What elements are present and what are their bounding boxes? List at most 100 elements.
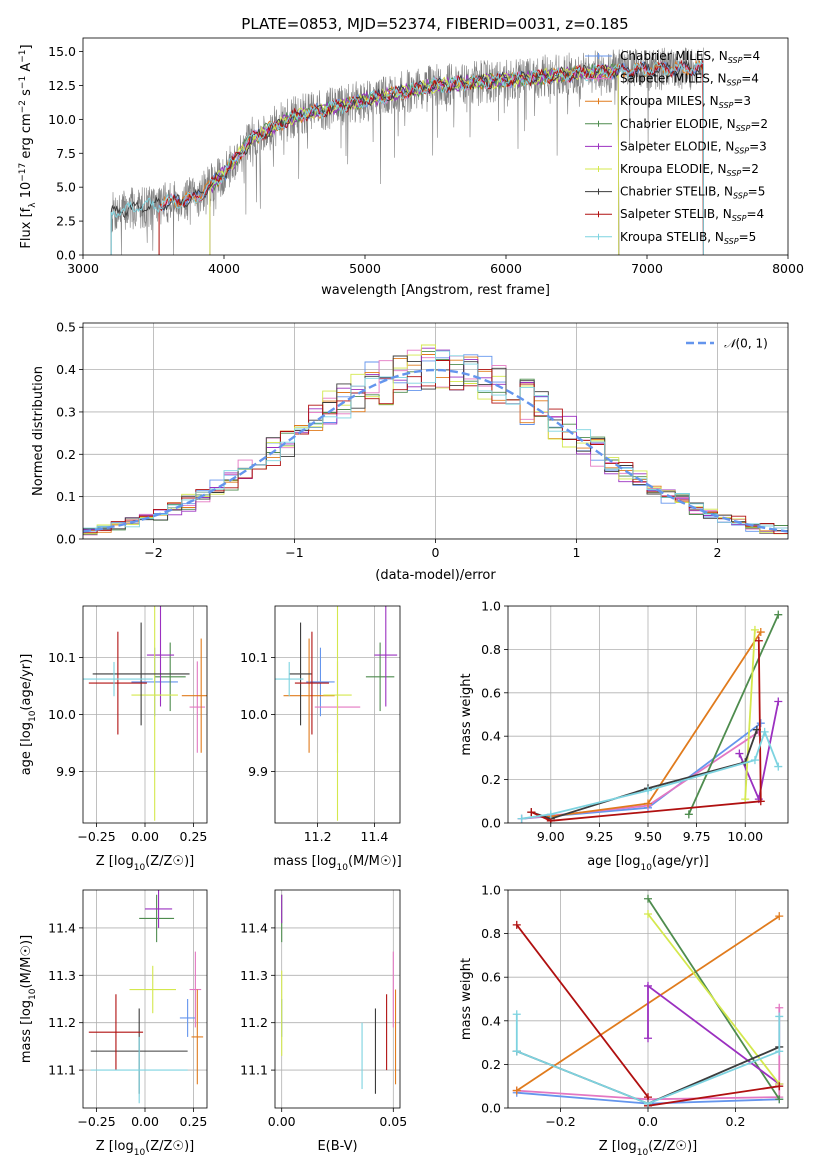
y-tick-label: 11.3 (240, 968, 268, 983)
y-tick-label: 0.1 (56, 489, 76, 504)
axes-frame (82, 37, 789, 256)
model-spectrum-chabrier-stelib (110, 60, 704, 255)
weight-point (760, 727, 769, 736)
y-tick-label: 0.4 (56, 362, 76, 377)
y-tick-label: 1.0 (481, 599, 501, 614)
y-tick-label: 12.5 (48, 78, 76, 93)
y-axis-label: mass [log10(M/M☉)] (19, 935, 38, 1063)
y-axis-label: mass weight (459, 673, 474, 755)
weight-point (750, 625, 759, 634)
y-tick-label: 11.4 (240, 920, 268, 935)
x-tick-label: 9.75 (683, 829, 711, 844)
x-tick-label: 10.00 (727, 829, 763, 844)
weight-point (644, 909, 652, 918)
x-axis-label: age [log10(age/yr)] (587, 854, 709, 873)
y-tick-label: 7.5 (56, 146, 76, 161)
legend-label-normal: 𝒩(0, 1) (724, 337, 768, 351)
plot-area-spectrum (110, 47, 704, 255)
y-axis-label: Flux [fλ 10−17 erg cm−2 s−1 A−1] (18, 44, 38, 248)
weight-series-salpeter-stelib (527, 636, 765, 823)
y-tick-label: 2.5 (56, 214, 76, 229)
errorbar-kroupa-stelib (83, 661, 153, 697)
errorbar-chabrier-elodie (139, 894, 175, 943)
y-tick-label: 0.8 (481, 926, 501, 941)
x-axis-label: E(B-V) (317, 1139, 357, 1154)
x-tick-label: 0.2 (726, 1114, 746, 1129)
y-tick-label: 9.9 (248, 764, 268, 779)
y-tick-label: 10.0 (48, 707, 76, 722)
errorbar-kroupa-miles (191, 989, 204, 1085)
weight-point (741, 795, 750, 804)
x-tick-label: 8000 (772, 261, 804, 276)
panel-spectrum: 3000 4000 5000 6000 7000 8000 0.0 2.5 5.0 7.5 10.0… (18, 37, 804, 298)
legend-label-salpeter-stelib: Salpeter STELIB, NSSP=4 (620, 207, 764, 223)
y-tick-label: 1.0 (481, 883, 501, 898)
x-tick-label: −2 (144, 545, 162, 560)
weight-point (775, 1082, 784, 1091)
y-tick-label: 11.3 (48, 968, 76, 983)
y-tick-label: 0.0 (481, 1101, 501, 1116)
plot-area-mass_vs_Z (83, 890, 207, 1108)
weight-point (512, 1047, 521, 1056)
x-axis-label: wavelength [Angstrom, rest frame] (321, 283, 550, 298)
panel-age_vs_Z: −0.25 0.00 0.25 9.9 10.0 10.1 Z [log10(Z/Z☉)] a… (19, 605, 208, 873)
x-axis-label: Z [log10(Z/Z☉)] (96, 854, 194, 873)
x-tick-label: 9.00 (537, 829, 565, 844)
legend-label-kroupa-miles: Kroupa MILES, NSSP=3 (620, 94, 751, 110)
y-tick-label: 9.9 (56, 764, 76, 779)
x-tick-label: 0.05 (379, 1114, 407, 1129)
x-tick-label: 0.00 (268, 1114, 296, 1129)
errorbar-kroupa-stelib (90, 1036, 188, 1104)
weight-point (644, 1034, 652, 1043)
residual-legend: 𝒩(0, 1) (686, 337, 768, 351)
legend-label-salpeter-elodie: Salpeter ELODIE, NSSP=3 (620, 139, 767, 155)
errorbar-kroupa-elodie (129, 965, 176, 1014)
y-axis-label: mass weight (459, 958, 474, 1040)
weight-point (512, 1010, 521, 1019)
x-tick-label: 0 (432, 545, 440, 560)
x-axis-label: Z [log10(Z/Z☉)] (96, 1139, 194, 1158)
panel-mass_vs_Z: −0.25 0.00 0.25 11.1 11.2 11.3 11.4 Z [log10(Z/… (19, 889, 208, 1158)
errorbar-salpeter-elodie (146, 606, 175, 707)
observed-spectrum (110, 47, 704, 255)
x-tick-label: −0.25 (77, 1114, 115, 1129)
weight-point (750, 756, 759, 765)
y-tick-label: 11.2 (48, 1015, 76, 1030)
plot-area-weight_vs_Z (508, 890, 788, 1108)
weight-series-kroupa-stelib (517, 727, 783, 823)
weight-point (644, 981, 652, 990)
errorbar-salpeter-stelib (88, 631, 147, 735)
x-tick-label: −0.25 (77, 829, 115, 844)
weight-series-kroupa-stelib (512, 1010, 784, 1108)
weight-point (684, 810, 693, 819)
errorbar-kroupa-stelib (275, 661, 304, 697)
errorbar-kroupa-miles (181, 638, 207, 753)
x-tick-label: 3000 (67, 261, 99, 276)
legend-label-chabrier-elodie: Chabrier ELODIE, NSSP=2 (620, 117, 768, 133)
x-axis-label: Z [log10(Z/Z☉)] (599, 1139, 697, 1158)
panel-weight_vs_Z: −0.2 0.0 0.2 0.0 0.2 0.4 0.6 0.8 1.0 Z [log10(Z/Z… (459, 883, 789, 1158)
legend-label-salpeter-miles: Salpeter MILES, NSSP=4 (620, 72, 759, 88)
y-tick-label: 0.0 (481, 816, 501, 831)
x-tick-label: 0.25 (180, 829, 208, 844)
spectrum-legend: Chabrier MILES, NSSP=4 Salpeter MILES, NS… (585, 49, 768, 246)
weight-line (687, 614, 780, 815)
axes-frame (507, 889, 789, 1109)
legend-label-kroupa-stelib: Kroupa STELIB, NSSP=5 (620, 230, 756, 246)
axes-frame (82, 605, 208, 824)
x-tick-label: 2 (714, 545, 722, 560)
x-tick-label: 9.50 (634, 829, 662, 844)
y-tick-label: 10.0 (48, 112, 76, 127)
weight-point (775, 1003, 784, 1012)
y-tick-label: 10.1 (240, 650, 268, 665)
plot-area-residuals (83, 323, 788, 539)
errorbar-salpeter-miles (189, 661, 206, 753)
errorbar-salpeter-miles (189, 951, 202, 1028)
y-tick-label: 0.0 (56, 532, 76, 547)
errorbar-chabrier-elodie (365, 642, 395, 712)
model-spectrum-kroupa-stelib (110, 60, 704, 255)
legend-label-chabrier-stelib: Chabrier STELIB, NSSP=5 (620, 185, 765, 201)
weight-point (756, 797, 765, 806)
y-tick-label: 5.0 (56, 180, 76, 195)
